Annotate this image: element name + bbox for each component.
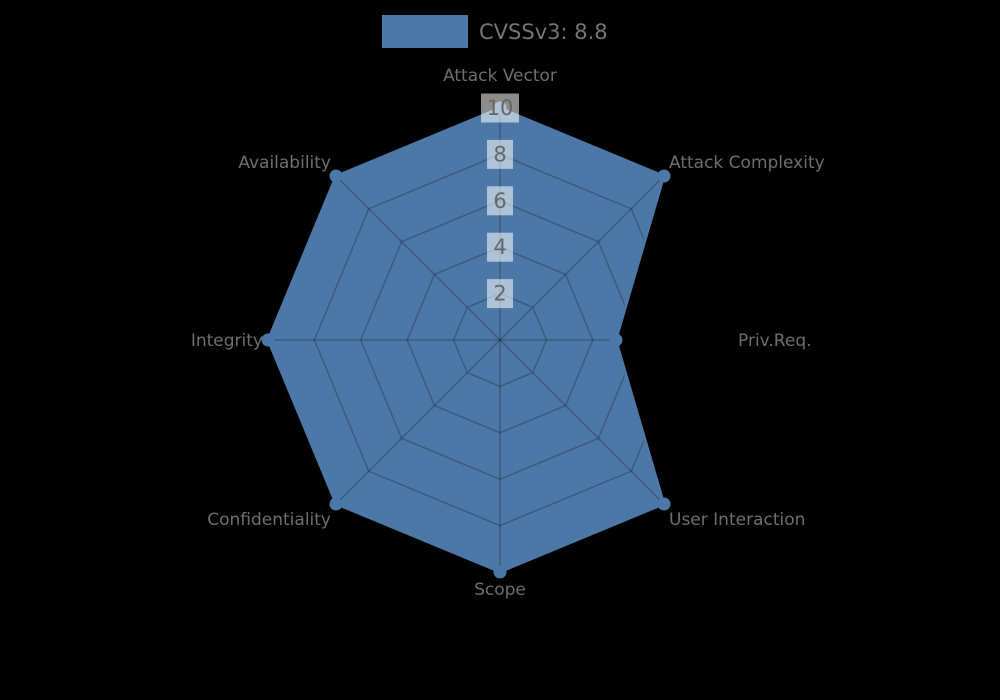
axis-label-user-interaction: User Interaction: [669, 510, 805, 530]
vertex-marker: [493, 565, 507, 579]
axis-label-integrity: Integrity: [191, 331, 263, 351]
legend-swatch: [382, 15, 468, 48]
grid-spoke: [335, 175, 501, 341]
tick-label: 10: [487, 96, 514, 120]
grid-ring: [313, 153, 687, 527]
vertex-marker: [609, 333, 623, 347]
vertex-marker: [329, 497, 343, 511]
axis-label-attack-vector: Attack Vector: [443, 66, 557, 86]
legend-label: CVSSv3: 8.8: [479, 19, 608, 44]
tick-box: [487, 232, 513, 262]
grid-spoke: [499, 339, 665, 505]
vertex-marker: [261, 333, 275, 347]
axis-label-scope: Scope: [474, 580, 526, 600]
tick-label: 2: [493, 282, 506, 306]
axis-label-availability: Availability: [238, 153, 331, 173]
grid-ring: [452, 292, 548, 388]
tick-box: [487, 139, 513, 169]
tick-label: 6: [493, 189, 506, 213]
tick-label: 8: [493, 142, 506, 166]
axis-label-confidentiality: Confidentiality: [207, 510, 331, 530]
axis-label-priv-req: Priv.Req.: [738, 331, 812, 351]
vertex-marker: [657, 169, 671, 183]
tick-box: [481, 93, 519, 123]
grid-spoke: [335, 339, 501, 505]
legend: CVSSv3: 8.8: [382, 15, 608, 48]
grid-spoke: [499, 175, 665, 341]
tick-box: [487, 279, 513, 309]
radar-series-fill: [268, 108, 664, 572]
grid-ring: [359, 199, 641, 481]
grid-ring: [406, 246, 594, 434]
tick-label: 4: [493, 235, 506, 259]
vertex-marker: [329, 169, 343, 183]
tick-box: [487, 186, 513, 216]
axis-label-attack-complexity: Attack Complexity: [669, 153, 825, 173]
vertex-marker: [657, 497, 671, 511]
